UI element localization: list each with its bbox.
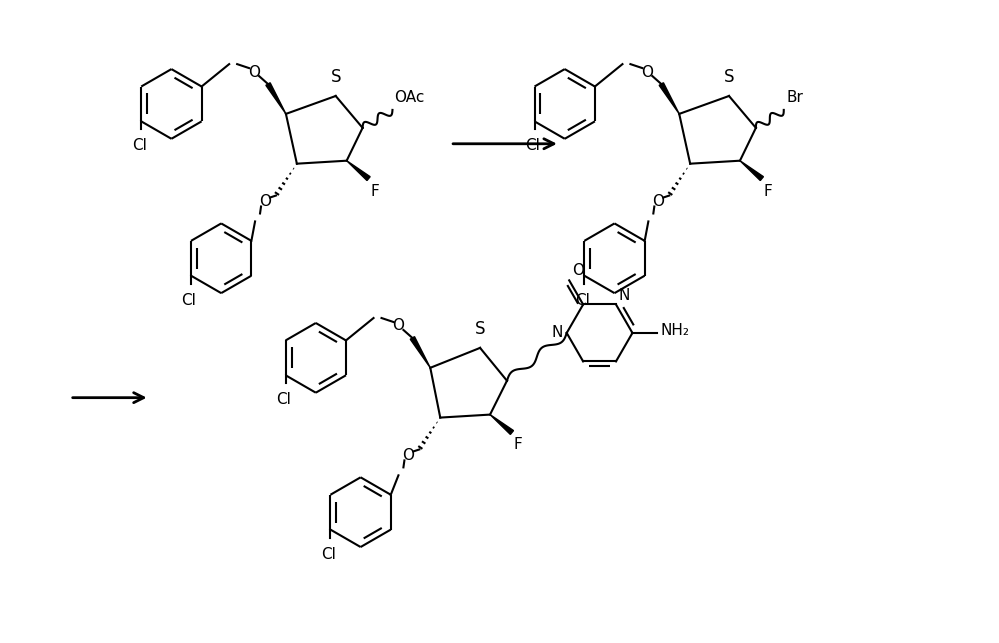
Polygon shape bbox=[659, 83, 679, 114]
Polygon shape bbox=[266, 83, 286, 114]
Text: F: F bbox=[371, 184, 380, 199]
Text: Cl: Cl bbox=[321, 547, 336, 561]
Text: O: O bbox=[248, 64, 260, 80]
Text: Cl: Cl bbox=[182, 293, 197, 307]
Text: F: F bbox=[513, 437, 522, 453]
Text: O: O bbox=[641, 64, 653, 80]
Text: O: O bbox=[572, 264, 584, 278]
Text: S: S bbox=[723, 68, 734, 86]
Polygon shape bbox=[411, 337, 431, 368]
Text: F: F bbox=[764, 184, 772, 199]
Polygon shape bbox=[347, 161, 371, 181]
Text: Cl: Cl bbox=[574, 293, 589, 307]
Polygon shape bbox=[740, 161, 763, 181]
Text: OAc: OAc bbox=[395, 90, 425, 105]
Text: N: N bbox=[619, 287, 630, 302]
Text: O: O bbox=[259, 194, 271, 209]
Text: O: O bbox=[393, 318, 405, 334]
Text: Cl: Cl bbox=[525, 138, 540, 153]
Text: O: O bbox=[652, 194, 664, 209]
Text: Cl: Cl bbox=[132, 138, 147, 153]
Text: Cl: Cl bbox=[276, 392, 291, 407]
Text: NH₂: NH₂ bbox=[660, 323, 689, 338]
Text: S: S bbox=[331, 68, 341, 86]
Text: Br: Br bbox=[787, 90, 803, 105]
Text: S: S bbox=[475, 320, 486, 338]
Polygon shape bbox=[491, 415, 513, 435]
Text: O: O bbox=[403, 448, 415, 463]
Text: N: N bbox=[551, 325, 562, 340]
